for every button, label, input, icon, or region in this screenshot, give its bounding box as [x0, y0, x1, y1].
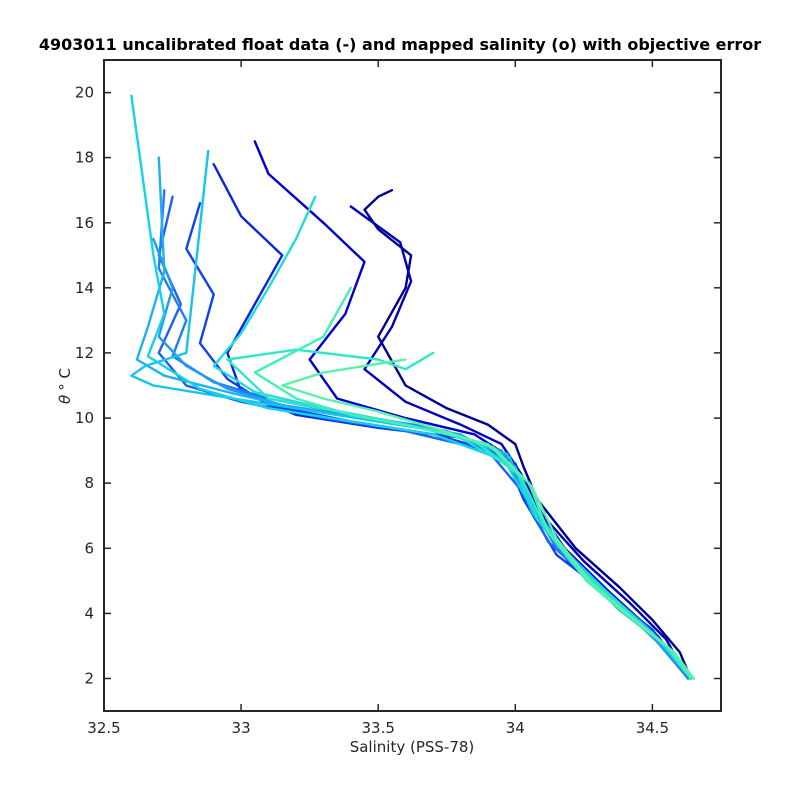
x-axis-label: Salinity (PSS-78) [350, 738, 475, 756]
axes-box [103, 59, 722, 712]
x-tick-label: 32.5 [87, 719, 120, 737]
y-tick-label: 12 [75, 344, 94, 362]
x-tick-label: 34.5 [636, 719, 669, 737]
series-line [349, 205, 690, 680]
chart-title: 4903011 uncalibrated float data (-) and … [39, 35, 761, 54]
series-profile-2 [349, 205, 690, 680]
y-tick-label: 16 [75, 214, 94, 232]
y-tick-label: 8 [84, 474, 94, 492]
y-axis-label: θ ° C [56, 368, 74, 404]
series-layer [130, 94, 695, 680]
x-tick-label: 34 [506, 719, 525, 737]
y-tick-label: 6 [84, 539, 94, 557]
y-tick-label: 2 [84, 670, 94, 688]
y-tick-label: 10 [75, 409, 94, 427]
x-tick-label: 33.5 [361, 719, 394, 737]
y-axis-label-unit: ° C [56, 368, 74, 391]
y-tick-label: 14 [75, 279, 94, 297]
series-line [281, 358, 695, 680]
x-tick-label: 33 [232, 719, 251, 737]
y-tick-label: 20 [75, 84, 94, 102]
series-profile-3 [253, 140, 687, 677]
series-profile-15 [281, 358, 695, 680]
y-tick-label: 18 [75, 149, 94, 167]
series-line [253, 140, 687, 677]
y-axis-label-symbol: θ [56, 395, 74, 404]
y-tick-label: 4 [84, 604, 94, 622]
